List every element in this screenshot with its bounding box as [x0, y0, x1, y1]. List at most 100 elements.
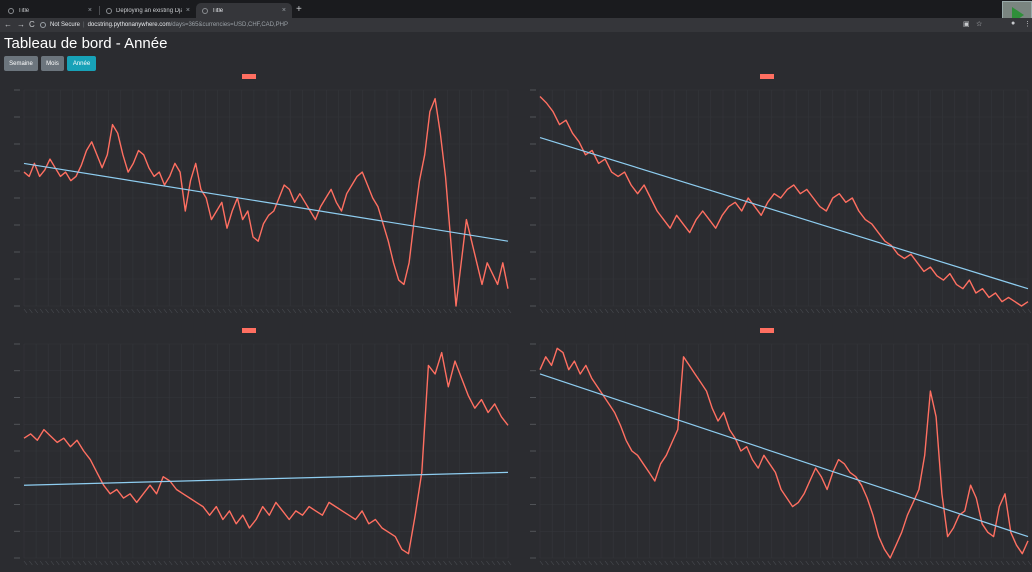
x-tick [604, 308, 609, 314]
x-tick [319, 560, 324, 566]
browser-tab-2[interactable]: Deploying an existing Django × [100, 3, 196, 18]
x-tick [924, 308, 929, 314]
x-tick [881, 560, 885, 566]
tab-title: Title [18, 7, 30, 14]
x-tick [120, 308, 125, 314]
new-tab-button[interactable]: + [296, 4, 302, 15]
x-tick [946, 560, 950, 566]
x-tick [185, 308, 189, 314]
x-tick [816, 308, 820, 314]
x-tick [951, 560, 956, 566]
x-tick [789, 308, 793, 314]
x-tick [875, 560, 880, 566]
back-button[interactable]: ← [4, 20, 12, 29]
x-tick [919, 560, 923, 566]
x-tick [919, 308, 923, 314]
x-tick [832, 560, 837, 566]
x-tick [642, 560, 647, 566]
info-icon[interactable] [40, 22, 46, 28]
x-tick [989, 308, 994, 314]
x-tick [61, 560, 65, 566]
browser-tab-1[interactable]: Title × [2, 3, 98, 18]
x-tick [163, 308, 168, 314]
close-icon[interactable]: × [185, 7, 190, 14]
forward-button[interactable]: → [17, 20, 25, 29]
close-icon[interactable]: × [281, 7, 286, 14]
x-tick [691, 560, 696, 566]
x-tick [378, 308, 383, 314]
x-tick [367, 560, 372, 566]
x-tick [201, 308, 205, 314]
month-button[interactable]: Mois [41, 56, 64, 71]
x-tick [745, 560, 750, 566]
x-tick [924, 560, 929, 566]
x-tick [281, 308, 286, 314]
x-tick [968, 560, 972, 566]
x-tick [244, 308, 248, 314]
address-bar[interactable]: Not Secure | docstring.pythonanywhere.co… [40, 19, 1000, 31]
x-tick [384, 560, 388, 566]
star-icon[interactable]: ☆ [976, 21, 983, 28]
x-tick [762, 308, 766, 314]
x-tick [659, 560, 663, 566]
x-tick [648, 560, 652, 566]
x-tick [319, 308, 324, 314]
x-tick [832, 308, 837, 314]
x-tick [1006, 308, 1010, 314]
x-tick [908, 560, 912, 566]
week-button[interactable]: Semaine [4, 56, 38, 71]
x-tick [561, 560, 565, 566]
x-tick [794, 560, 799, 566]
x-tick [464, 560, 469, 566]
x-tick [373, 560, 377, 566]
x-tick [610, 308, 614, 314]
x-tick [827, 560, 831, 566]
x-tick [179, 560, 184, 566]
x-tick [292, 560, 297, 566]
x-tick [448, 308, 453, 314]
x-tick [507, 560, 512, 566]
x-tick [394, 560, 399, 566]
x-tick [854, 560, 858, 566]
x-tick [545, 308, 549, 314]
x-tick [903, 308, 907, 314]
x-tick [675, 308, 679, 314]
x-tick [680, 560, 685, 566]
x-tick [416, 560, 420, 566]
url-path: /days=365&currencies=USD,CHF,CAD,PHP [170, 22, 289, 28]
x-tick [604, 560, 609, 566]
x-tick [82, 308, 87, 314]
x-tick [930, 308, 934, 314]
x-tick [255, 308, 259, 314]
x-tick [120, 560, 125, 566]
reload-button[interactable]: C [29, 20, 35, 29]
x-tick [77, 560, 82, 566]
x-tick [29, 560, 33, 566]
menu-icon[interactable]: ⋮ [1024, 21, 1031, 28]
close-icon[interactable]: × [87, 7, 92, 14]
x-tick [691, 308, 696, 314]
x-tick [303, 560, 307, 566]
x-tick [464, 308, 469, 314]
x-tick [1006, 560, 1010, 566]
x-tick [892, 560, 896, 566]
x-tick [475, 560, 479, 566]
x-tick [827, 308, 831, 314]
legend-swatch [760, 328, 774, 333]
x-tick [783, 308, 788, 314]
year-button[interactable]: Année [67, 56, 96, 71]
x-tick [66, 560, 71, 566]
x-tick [843, 560, 847, 566]
translate-icon[interactable]: ▣ [963, 21, 970, 28]
x-tick [131, 308, 135, 314]
x-tick [206, 308, 211, 314]
x-tick [588, 560, 593, 566]
x-tick [88, 308, 92, 314]
line-chart [14, 74, 512, 314]
x-tick [941, 308, 945, 314]
profile-icon[interactable]: ● [1011, 20, 1016, 27]
x-tick [222, 308, 227, 314]
x-tick [978, 308, 983, 314]
series-line [23, 97, 509, 307]
browser-tab-3[interactable]: Title × [196, 3, 292, 18]
